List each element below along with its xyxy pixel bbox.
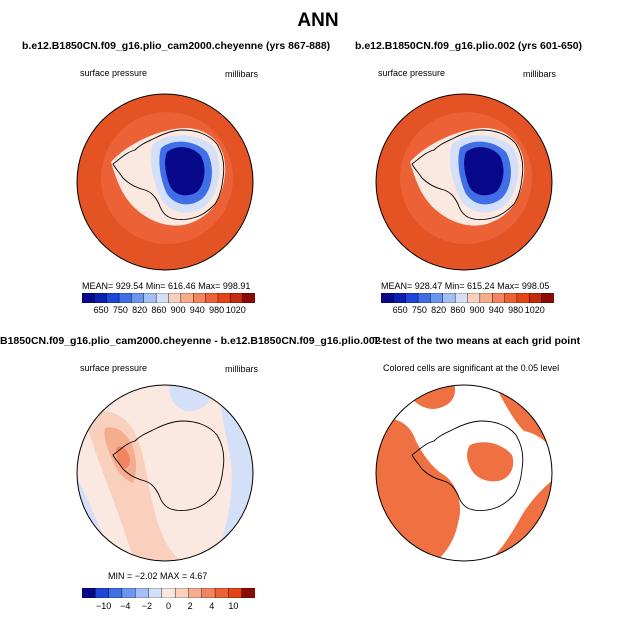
panel-3-colorbar-cell [82,588,96,598]
panel-2-title: b.e12.B1850CN.f09_g16.plio.002 (yrs 601-… [355,40,583,52]
panel-1-polar-map [76,93,254,271]
panel-4-coastline [411,420,524,511]
panel-4-polar-map [375,384,553,562]
panel-2-colorbar-tick: 750 [411,305,427,315]
panel-1-colorbar-cell [180,293,194,303]
panel-2-colorbar-tick: 900 [469,305,485,315]
panel-1-stats: MEAN= 929.54 Min= 616.46 Max= 998.91 [82,281,251,291]
panel-1-colorbar-cell [131,293,145,303]
panel-1-left-label: surface pressure [80,68,148,78]
panel-2-colorbar-cell [479,293,493,303]
panel-3-colorbar-cell [241,588,255,598]
panel-2-left-label: surface pressure [378,68,446,78]
panel-2-colorbar-cell [381,293,394,303]
panel-3-colorbar-cell [161,588,176,598]
panel-2-colorbar-cell [467,293,481,303]
panel-1-coastline [112,129,225,220]
panel-1-colorbar-cell [155,293,169,303]
panel-3-positive-peak [116,446,130,469]
panel-3-colorbar-cell [201,588,216,598]
panel-3-colorbar [82,588,255,598]
panel-2-colorbar-cell [442,293,456,303]
panel-3-colorbar-cell [188,588,203,598]
panel-1-colorbar-cell [205,293,219,303]
panel-2-colorbar-tick: 980 [508,305,524,315]
panel-3-colorbar-cell [108,588,123,598]
panel-3-colorbar-tick: −10 [95,601,112,611]
panel-1-colorbar-tick: 750 [112,305,128,315]
panel-3-colorbar-cell [95,588,110,598]
panel-4-note: Colored cells are significant at the 0.0… [383,363,560,373]
panel-2-colorbar-cell [454,293,468,303]
panel-3-stats: MIN = −2.02 MAX = 4.67 [108,571,208,581]
figure-title: ANN [297,10,339,31]
panel-2-stats: MEAN= 928.47 Min= 615.24 Max= 998.05 [381,281,550,291]
panel-2-colorbar-cell [430,293,444,303]
panel-4-title: T-test of the two means at each grid poi… [373,335,581,347]
panel-4-significant-interior [467,442,514,482]
panel-2-colorbar-cell [417,293,431,303]
panel-1-colorbar-cell [94,293,108,303]
panel-1-colorbar-cell [106,293,120,303]
panel-3-colorbar-tick: 2 [187,601,193,611]
panel-2-colorbar-tick: 940 [488,305,504,315]
panel-1-colorbar-cell [168,293,182,303]
panel-3-colorbar-tick: −4 [120,601,131,611]
panel-2-colorbar-tick: 650 [392,305,408,315]
panel-2-colorbar-cell [529,293,543,303]
panel-3-coastline [112,420,225,511]
panel-2-colorbar-tick: 820 [431,305,447,315]
panel-1-colorbar-tick: 980 [209,305,225,315]
panel-1-colorbar-tick: 650 [93,305,109,315]
panel-2-plateau [464,147,504,196]
panel-2-right-label: millibars [523,69,557,79]
panel-1-colorbar-tick: 860 [151,305,167,315]
panel-3-colorbar-tick: 10 [228,601,239,611]
panel-1-colorbar-cell [242,293,255,303]
panel-1-title: b.e12.B1850CN.f09_g16.plio_cam2000.cheye… [22,40,331,52]
panel-1-colorbar-ticks: 650 750 820 860 900 940 980 1020 [82,305,255,317]
panel-3-polar-map [76,384,254,562]
panel-3-colorbar-tick: −2 [141,601,153,611]
panel-3-colorbar-cell [214,588,229,598]
panel-3-title: B1850CN.f09_g16.plio_cam2000.cheyenne - … [0,335,381,347]
panel-3-colorbar-tick: 4 [209,601,215,611]
panel-1-colorbar-cell [82,293,95,303]
panel-3-right-label: millibars [225,364,259,374]
panel-2-colorbar-cell [405,293,419,303]
panel-3-colorbar-tick: 0 [165,601,172,611]
panel-2-polar-map [375,93,553,271]
panel-2-coastline [411,129,524,220]
panel-3-colorbar-cell [174,588,189,598]
panel-1-colorbar-tick: 1020 [225,305,246,315]
panel-1-colorbar [82,293,255,303]
panel-1-right-label: millibars [225,69,259,79]
panel-3-colorbar-cell [121,588,136,598]
panel-2-colorbar-cell [516,293,530,303]
panel-1-colorbar-tick: 900 [170,305,186,315]
panel-3-colorbar-cell [228,588,243,598]
panel-3-colorbar-ticks: −10 −4 −2 0 2 4 10 [82,601,255,613]
panel-1-colorbar-cell [143,293,157,303]
panel-3-colorbar-cell [148,588,163,598]
panel-2-colorbar-cell [541,293,554,303]
panel-3-colorbar-cell [135,588,150,598]
panel-1-colorbar-tick: 940 [189,305,205,315]
panel-3-interior-low [155,426,220,502]
panel-2-colorbar-tick: 860 [450,305,466,315]
panel-1-colorbar-cell [118,293,132,303]
panel-4-significant-left [376,419,461,561]
panel-1-colorbar-cell [230,293,244,303]
panel-1-colorbar-cell [217,293,231,303]
panel-2-colorbar-cell [504,293,518,303]
panel-2-colorbar-cell [492,293,506,303]
panel-3-left-label: surface pressure [80,363,148,373]
panel-1-plateau [165,147,205,196]
panel-1-colorbar-cell [193,293,207,303]
panel-2-colorbar-tick: 1020 [524,305,545,315]
panel-2-colorbar [381,293,554,303]
panel-2-colorbar-cell [393,293,407,303]
panel-1-colorbar-tick: 820 [132,305,148,315]
panel-2-colorbar-ticks: 650 750 820 860 900 940 980 1020 [381,305,554,317]
